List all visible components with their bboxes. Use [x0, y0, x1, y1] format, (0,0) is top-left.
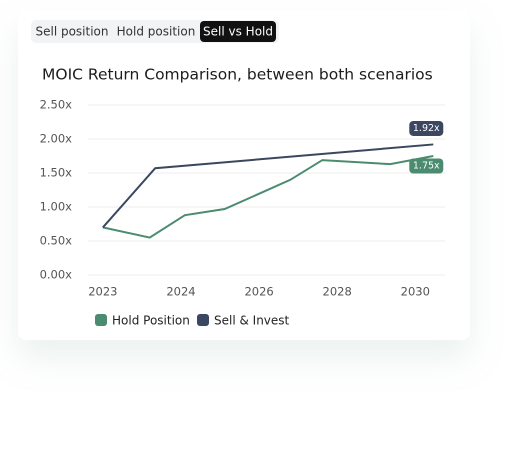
legend-swatch	[95, 314, 107, 326]
chart-title: MOIC Return Comparison, between both sce…	[42, 66, 433, 84]
tab[interactable]: Sell vs Hold	[203, 25, 273, 39]
series-line	[102, 155, 434, 239]
x-tick-label: 2028	[323, 285, 352, 299]
tab-active[interactable]	[200, 21, 276, 42]
x-tick-label: 2024	[166, 285, 195, 299]
legend-swatch	[197, 314, 209, 326]
y-tick-label: 0.00x	[40, 268, 73, 282]
tab[interactable]: Sell position	[35, 25, 108, 39]
y-tick-label: 1.00x	[40, 200, 73, 214]
value-label: 1.92x	[413, 123, 440, 134]
tab[interactable]: Hold position	[117, 25, 196, 39]
x-tick-label: 2026	[244, 285, 273, 299]
legend-label: Sell & Invest	[214, 314, 290, 328]
y-tick-label: 0.50x	[40, 234, 73, 248]
value-label: 1.75x	[413, 161, 440, 172]
value-badge	[409, 120, 444, 136]
card	[18, 10, 470, 340]
y-tick-label: 2.50x	[40, 98, 73, 112]
y-tick-label: 2.00x	[40, 132, 73, 146]
x-tick-label: 2030	[401, 285, 430, 299]
legend-label: Hold Position	[112, 314, 190, 328]
series-line	[102, 143, 434, 229]
value-badge	[409, 158, 444, 174]
y-tick-label: 1.50x	[40, 166, 73, 180]
x-tick-label: 2023	[88, 285, 117, 299]
